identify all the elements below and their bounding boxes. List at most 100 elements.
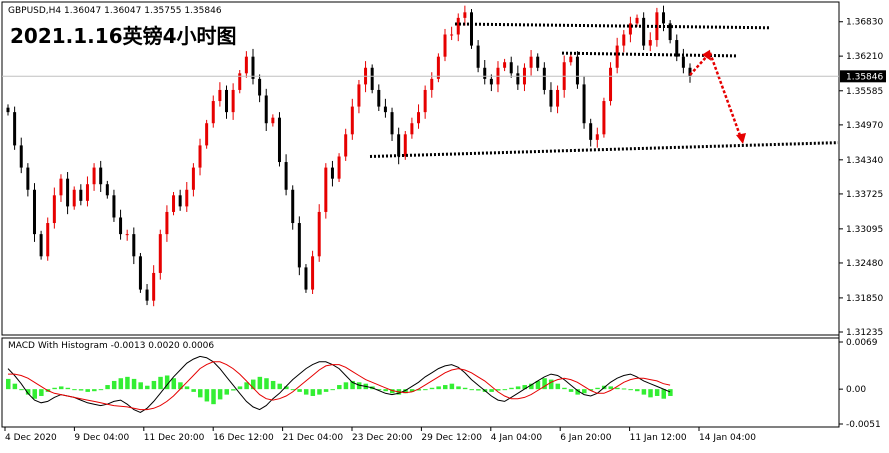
macd-histogram-bar <box>462 387 468 390</box>
macd-histogram-bar <box>654 389 660 396</box>
candle-body <box>185 189 189 207</box>
candle-body <box>688 67 692 77</box>
macd-histogram-bar <box>489 389 494 392</box>
macd-histogram-bar <box>65 387 71 390</box>
candle-body <box>549 89 553 107</box>
candle-body <box>450 34 454 36</box>
candle-body <box>205 123 209 146</box>
macd-histogram-bar <box>25 389 31 395</box>
macd-histogram-bar <box>337 385 342 390</box>
current-price-label: 1.35846 <box>846 72 883 82</box>
macd-histogram-bar <box>277 383 282 390</box>
candle-body <box>324 167 328 212</box>
candle-body <box>39 234 43 257</box>
time-tick-label: 11 Dec 20:00 <box>144 433 205 443</box>
macd-histogram-bar <box>443 385 448 390</box>
macd-histogram-bar <box>535 380 541 390</box>
candle-body <box>662 12 666 24</box>
candle-body <box>251 56 255 79</box>
macd-histogram-bar <box>211 389 216 405</box>
candle-body <box>218 89 222 102</box>
macd-histogram-bar <box>125 376 130 390</box>
macd-histogram-bar <box>52 387 57 390</box>
candle-body <box>383 106 387 113</box>
macd-histogram-bar <box>151 380 157 390</box>
candle-body <box>609 67 613 102</box>
macd-histogram-bar <box>608 386 614 390</box>
candle-body <box>602 101 606 135</box>
macd-histogram-bar <box>628 389 633 391</box>
time-tick-label: 23 Dec 20:00 <box>352 433 413 443</box>
symbol-label: GBPUSD,H4 <box>8 6 62 16</box>
macd-histogram-bar <box>158 376 163 390</box>
macd-histogram-bar <box>343 382 349 390</box>
candle-body <box>191 167 195 190</box>
macd-histogram-bar <box>641 389 647 395</box>
macd-histogram-bar <box>131 378 137 390</box>
price-tick-label: 1.34340 <box>846 156 883 166</box>
time-tick-label: 6 Jan 20:00 <box>560 433 612 443</box>
macd-histogram-bar <box>250 379 256 390</box>
candle-body <box>238 73 242 90</box>
candle-body <box>244 56 248 74</box>
macd-histogram-bar <box>237 386 243 390</box>
down-arrow-head <box>736 132 746 144</box>
macd-histogram-bar <box>105 385 110 390</box>
time-tick-label: 4 Jan 04:00 <box>491 433 543 443</box>
candle-body <box>337 156 341 179</box>
time-tick-label: 16 Dec 12:00 <box>213 433 274 443</box>
candle-body <box>145 289 149 301</box>
candle-body <box>436 56 440 79</box>
price-tick-label: 1.35585 <box>846 87 883 97</box>
macd-histogram-bar <box>184 386 190 390</box>
macd-histogram-bar <box>270 380 276 390</box>
symbol-header: GBPUSD,H4 1.36047 1.36047 1.35755 1.3584… <box>8 6 222 16</box>
candle-body <box>410 123 414 135</box>
time-axis-ticks: 4 Dec 2020 9 Dec 04:00 11 Dec 20:00 16 Dec … <box>4 427 756 443</box>
candle-body <box>377 89 381 107</box>
candle-body <box>443 34 447 57</box>
price-panel-frame <box>1 1 840 336</box>
candle-body <box>26 167 30 190</box>
macd-histogram-bar <box>310 389 316 396</box>
macd-histogram-bar <box>495 389 501 391</box>
candle-body <box>92 167 96 185</box>
macd-histogram-bar <box>429 387 435 390</box>
candle-body <box>628 23 632 35</box>
candle-body <box>99 167 103 185</box>
price-tick-label: 1.33725 <box>846 190 883 200</box>
macd-histogram-bar <box>290 389 296 391</box>
macd-histogram-bar <box>6 378 11 390</box>
macd-histogram-bar <box>178 382 183 390</box>
candle-body <box>344 134 348 157</box>
low-value: 1.35755 <box>144 6 182 16</box>
macd-histogram-bar <box>449 383 455 390</box>
candle-body <box>350 106 354 135</box>
candle-body <box>225 89 229 113</box>
macd-histogram-bar <box>217 389 223 400</box>
macd-tick-label: -0.0051 <box>846 420 881 430</box>
candle-body <box>132 234 136 257</box>
candle-body <box>589 123 593 140</box>
macd-histogram-bar <box>330 389 335 391</box>
candle-body <box>198 145 202 168</box>
macd-histogram-bar <box>575 389 580 395</box>
current-price-box <box>840 70 886 83</box>
candle-body <box>277 117 281 163</box>
candle-body <box>370 67 374 90</box>
macd-histogram-bar <box>456 386 461 390</box>
macd-histogram-bar <box>588 389 594 391</box>
candle-body <box>390 112 394 135</box>
up-arrow-head <box>702 49 711 61</box>
macd-histogram-bar <box>383 389 388 392</box>
candle-body <box>542 67 546 90</box>
candle-body <box>357 84 361 107</box>
price-axis-ticks: 1.36830 1.36210 1.35585 1.34970 1.34340 1.337… <box>839 18 883 338</box>
candle-body <box>258 78 262 96</box>
macd-histogram-bar <box>284 386 289 390</box>
macd-histogram-bar <box>191 389 196 392</box>
macd-histogram-bar <box>72 389 77 391</box>
candle-body <box>615 45 619 68</box>
time-tick-label: 14 Jan 04:00 <box>699 433 756 443</box>
